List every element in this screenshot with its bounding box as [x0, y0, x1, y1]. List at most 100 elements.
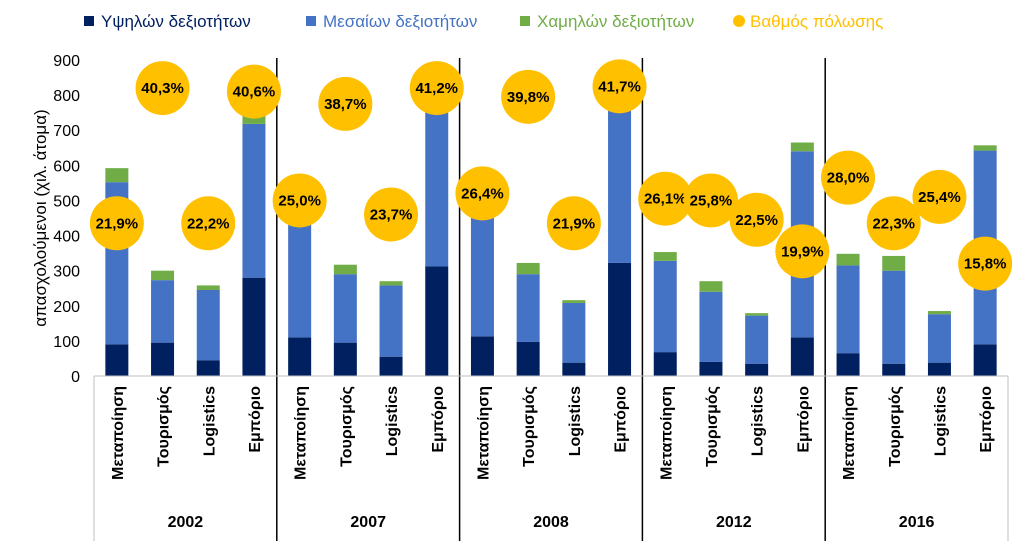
- bar-segment: [608, 95, 632, 263]
- y-tick-label: 900: [53, 53, 80, 70]
- polarization-marker: [638, 171, 693, 226]
- x-category-label: Logistics: [201, 386, 218, 456]
- polarization-label: 25,8%: [690, 192, 733, 209]
- x-category-label: Τουρισμός: [156, 386, 173, 467]
- bar-segment: [333, 264, 357, 275]
- bar-segment: [242, 277, 266, 376]
- bar-segment: [790, 142, 814, 152]
- bar-segment: [562, 300, 586, 303]
- y-tick-label: 500: [53, 193, 80, 210]
- bar-segment: [745, 313, 769, 316]
- y-tick-label: 200: [53, 299, 80, 316]
- x-group-year-label: 2007: [350, 514, 386, 531]
- polarization-marker: [318, 76, 373, 131]
- bar-segment: [288, 191, 312, 338]
- legend-item: Μεσαίων δεξιοτήτων: [306, 12, 477, 31]
- bar-segment: [470, 196, 494, 337]
- bar-segment: [333, 274, 357, 343]
- polarization-marker: [592, 59, 647, 114]
- y-axis-title: απασχολούμενοι (χιλ. άτομα): [31, 109, 50, 326]
- legend-item: Βαθμός πόλωσης: [733, 12, 883, 31]
- bar-segment: [973, 344, 997, 376]
- bar-segment: [379, 281, 403, 286]
- bar-segment: [699, 361, 723, 376]
- bar-segment: [196, 285, 220, 290]
- bar-segment: [151, 342, 175, 376]
- bar-segment: [836, 353, 860, 376]
- y-tick-label: 800: [53, 88, 80, 105]
- polarization-marker: [866, 196, 921, 251]
- x-category-label: Μεταποίηση: [293, 386, 310, 480]
- bar-segment: [973, 145, 997, 151]
- polarization-label: 38,7%: [324, 96, 367, 113]
- bar-segment: [562, 302, 586, 363]
- polarization-marker: [89, 196, 144, 251]
- x-category-label: Logistics: [384, 386, 401, 456]
- y-tick-label: 700: [53, 123, 80, 140]
- bar-segment: [927, 362, 951, 376]
- polarization-label: 40,6%: [233, 84, 276, 101]
- bar-segment: [790, 337, 814, 376]
- bar-segment: [882, 363, 906, 376]
- bar-segment: [425, 98, 449, 267]
- x-category-label: Εμπόριο: [978, 386, 995, 453]
- polarization-label: 15,8%: [964, 256, 1007, 273]
- bar-segment: [470, 336, 494, 376]
- polarization-marker: [501, 69, 556, 124]
- polarization-label: 21,9%: [96, 215, 139, 232]
- polarization-label: 40,3%: [141, 80, 184, 97]
- bar-segment: [288, 337, 312, 376]
- legend-label: Μεσαίων δεξιοτήτων: [323, 12, 477, 31]
- legend-label: Χαμηλών δεξιοτήτων: [537, 12, 694, 31]
- x-group-year-label: 2016: [899, 514, 935, 531]
- x-category-label: Τουρισμός: [704, 386, 721, 467]
- bar-segment: [927, 311, 951, 315]
- bar-segment: [196, 289, 220, 361]
- y-tick-label: 400: [53, 229, 80, 246]
- polarization-label: 41,2%: [415, 80, 458, 97]
- x-category-label: Logistics: [932, 386, 949, 456]
- y-tick-label: 300: [53, 264, 80, 281]
- polarization-marker: [364, 187, 419, 242]
- plot-area: 21,9% 40,3% 22,2% 40,6% 25,0% 38,7% 23,7% 41,2%…: [89, 58, 1013, 541]
- bar-segment: [379, 356, 403, 376]
- polarization-marker: [729, 192, 784, 247]
- polarization-label: 22,3%: [872, 215, 915, 232]
- polarization-marker: [135, 61, 190, 116]
- bar-segment: [653, 352, 677, 376]
- polarization-marker: [958, 236, 1013, 291]
- bar-segment: [379, 285, 403, 357]
- legend-swatch: [306, 16, 316, 26]
- x-category-label: Μεταποίηση: [475, 386, 492, 480]
- polarization-label: 19,9%: [781, 243, 824, 260]
- y-axis-ticks: 0 100 200 300 400 500 600 700 800 900: [53, 53, 80, 386]
- polarization-label: 39,8%: [507, 89, 550, 106]
- bar-segment: [882, 270, 906, 364]
- bar-segment: [882, 255, 906, 271]
- polarization-marker: [409, 61, 464, 116]
- polarization-marker: [775, 224, 830, 279]
- x-category-label: Τουρισμός: [521, 386, 538, 467]
- x-category-label: Εμπόριο: [795, 386, 812, 453]
- x-category-label: Τουρισμός: [887, 386, 904, 467]
- polarization-marker: [455, 166, 510, 221]
- bar-segment: [516, 341, 540, 376]
- polarization-marker: [181, 196, 236, 251]
- y-tick-label: 100: [53, 334, 80, 351]
- bar-segment: [516, 274, 540, 342]
- x-group-year-label: 2008: [533, 514, 569, 531]
- bar-segment: [745, 363, 769, 376]
- bar-segment: [151, 270, 175, 281]
- bar-segment: [151, 280, 175, 343]
- y-tick-label: 0: [71, 369, 80, 386]
- polarization-label: 25,0%: [278, 192, 321, 209]
- bar-segment: [425, 266, 449, 376]
- chart-legend: Υψηλών δεξιοτήτων Μεσαίων δεξιοτήτων Χαμηλ…: [84, 12, 883, 31]
- bar-segment: [242, 123, 266, 278]
- x-axis: Μεταποίηση Τουρισμός Logistics Εμπόριο 2002 Μ…: [93, 375, 1009, 541]
- polarization-marker: [683, 173, 738, 228]
- x-category-label: Μεταποίηση: [841, 386, 858, 480]
- bar-segment: [333, 342, 357, 376]
- polarization-label: 28,0%: [827, 170, 870, 187]
- x-category-label: Τουρισμός: [338, 386, 355, 467]
